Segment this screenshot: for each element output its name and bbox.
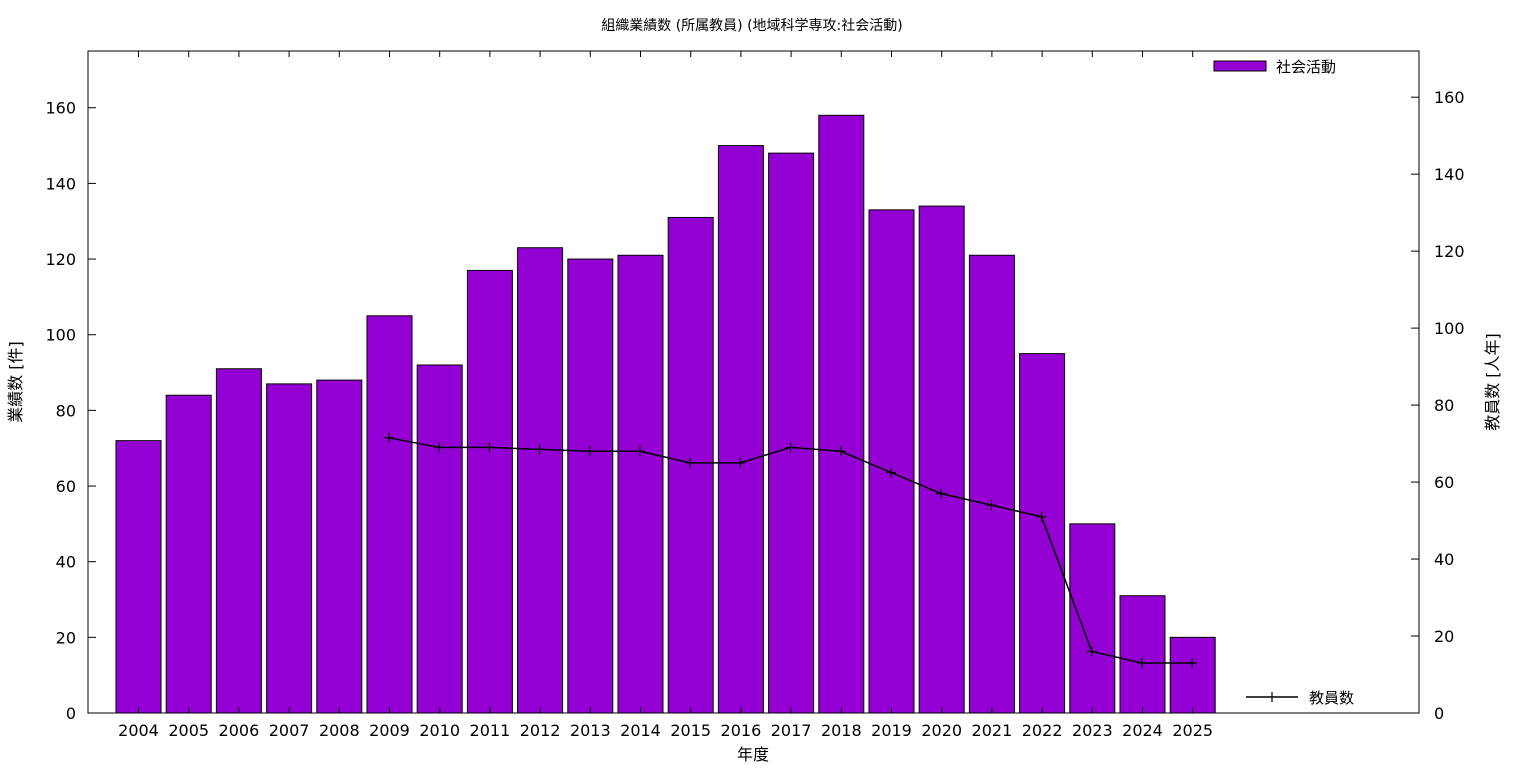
bar bbox=[1169, 636, 1216, 714]
bar bbox=[1119, 595, 1166, 714]
x-tick-label: 2014 bbox=[620, 721, 661, 740]
y-tick-label: 60 bbox=[56, 477, 76, 496]
legend-line: 教員数 bbox=[1246, 689, 1354, 707]
bar bbox=[115, 440, 162, 714]
y2-tick-label: 160 bbox=[1434, 88, 1465, 107]
y2-tick-label: 100 bbox=[1434, 319, 1465, 338]
bar bbox=[868, 209, 915, 714]
x-tick-label: 2024 bbox=[1122, 721, 1163, 740]
y-tick-label: 140 bbox=[45, 174, 76, 193]
x-tick-label: 2017 bbox=[771, 721, 812, 740]
x-tick-label: 2008 bbox=[319, 721, 360, 740]
bar bbox=[717, 145, 764, 714]
x-tick-label: 2007 bbox=[269, 721, 310, 740]
x-tick-label: 2015 bbox=[670, 721, 711, 740]
y2-tick-label: 20 bbox=[1434, 627, 1454, 646]
x-tick-label: 2019 bbox=[871, 721, 912, 740]
x-tick-label: 2012 bbox=[520, 721, 561, 740]
y-tick-label: 160 bbox=[45, 99, 76, 118]
x-tick-label: 2020 bbox=[921, 721, 962, 740]
x-tick-label: 2011 bbox=[470, 721, 511, 740]
bar bbox=[1019, 353, 1066, 714]
bar bbox=[266, 383, 313, 714]
bar bbox=[918, 205, 965, 714]
y2-tick-label: 120 bbox=[1434, 242, 1465, 261]
y-tick-label: 20 bbox=[56, 628, 76, 647]
x-tick-label: 2018 bbox=[821, 721, 862, 740]
y-tick-label: 40 bbox=[56, 553, 76, 572]
bar bbox=[567, 258, 614, 714]
legend-bar: 社会活動 bbox=[1213, 58, 1336, 76]
bar bbox=[617, 254, 664, 714]
y-axis-label: 業績数 [件] bbox=[6, 341, 25, 423]
x-tick-label: 2021 bbox=[972, 721, 1013, 740]
y2-tick-label: 60 bbox=[1434, 473, 1454, 492]
bar bbox=[165, 394, 212, 714]
y2-tick-label: 0 bbox=[1434, 704, 1444, 723]
bar bbox=[215, 368, 262, 714]
x-tick-label: 2006 bbox=[219, 721, 260, 740]
x-tick-label: 2023 bbox=[1072, 721, 1113, 740]
y-tick-label: 0 bbox=[66, 704, 76, 723]
legend-line-label: 教員数 bbox=[1309, 689, 1354, 707]
x-tick-label: 2009 bbox=[369, 721, 410, 740]
x-tick-label: 2010 bbox=[419, 721, 460, 740]
x-tick-label: 2004 bbox=[118, 721, 159, 740]
bar bbox=[517, 247, 564, 714]
line-layer bbox=[384, 432, 1198, 668]
x-axis-label: 年度 bbox=[737, 745, 769, 764]
y-tick-label: 120 bbox=[45, 250, 76, 269]
bar bbox=[316, 379, 363, 714]
bar bbox=[768, 152, 815, 714]
y2-tick-label: 80 bbox=[1434, 396, 1454, 415]
chart-title: 組織業績数 (所属教員) (地域科学専攻:社会活動) bbox=[601, 18, 902, 34]
y2-tick-label: 40 bbox=[1434, 550, 1454, 569]
legend-bar-swatch bbox=[1213, 60, 1267, 72]
y2-axis-label: 教員数 [人年] bbox=[1483, 333, 1502, 431]
bar bbox=[818, 114, 865, 714]
y-tick-label: 100 bbox=[45, 326, 76, 345]
y2-tick-label: 140 bbox=[1434, 165, 1465, 184]
x-tick-label: 2005 bbox=[168, 721, 209, 740]
bar bbox=[366, 315, 413, 714]
bar bbox=[968, 254, 1015, 714]
legend-bar-label: 社会活動 bbox=[1276, 58, 1336, 76]
x-tick-label: 2016 bbox=[721, 721, 762, 740]
bar bbox=[466, 269, 513, 714]
x-tick-label: 2025 bbox=[1172, 721, 1213, 740]
bars-layer bbox=[115, 114, 1216, 714]
bar bbox=[416, 364, 463, 714]
y-tick-label: 80 bbox=[56, 401, 76, 420]
x-tick-label: 2022 bbox=[1022, 721, 1063, 740]
bar bbox=[1069, 523, 1116, 714]
axes-layer: 0 20 40 60 80 100 120 140 160 0 20 40 60 80 100 120 140 1… bbox=[45, 51, 1465, 740]
x-tick-label: 2013 bbox=[570, 721, 611, 740]
